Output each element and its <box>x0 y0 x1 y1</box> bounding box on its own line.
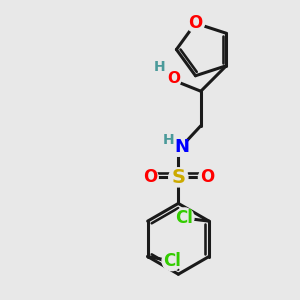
Circle shape <box>169 138 187 156</box>
Text: Cl: Cl <box>176 208 193 226</box>
Circle shape <box>175 208 194 227</box>
Text: N: N <box>174 138 189 156</box>
Text: O: O <box>167 71 180 86</box>
Text: Cl: Cl <box>163 252 181 270</box>
Text: S: S <box>171 168 185 187</box>
Circle shape <box>169 168 188 187</box>
Text: O: O <box>188 14 203 32</box>
Circle shape <box>141 169 158 186</box>
Text: O: O <box>143 168 157 186</box>
Text: H: H <box>163 133 175 147</box>
Circle shape <box>187 14 205 32</box>
Circle shape <box>164 71 181 88</box>
Text: H: H <box>154 60 166 74</box>
Circle shape <box>162 251 181 271</box>
Text: O: O <box>200 168 214 186</box>
Circle shape <box>198 169 215 186</box>
